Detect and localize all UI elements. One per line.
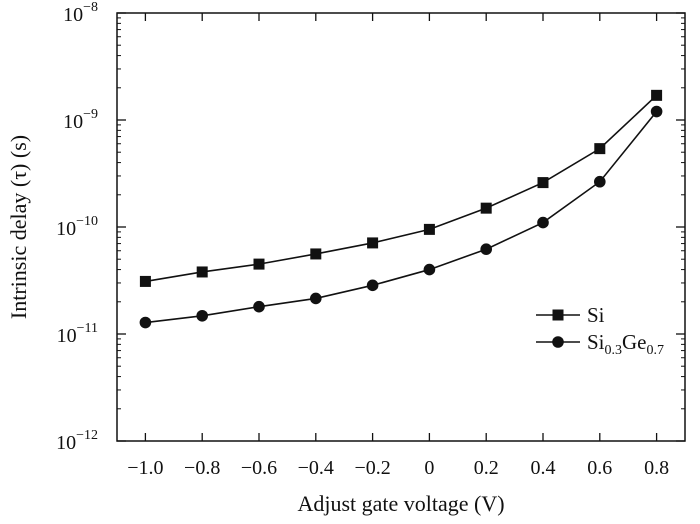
- data-point: [253, 300, 265, 313]
- data-point: [651, 89, 663, 101]
- data-point: [594, 175, 606, 188]
- x-axis-ticks: −1.0 −0.8 −0.6 −0.4 −0.2 0 0.2 0.4 0.6 0.8: [127, 13, 669, 479]
- x-tick-label: 0.6: [587, 457, 612, 479]
- x-axis-title: Adjust gate voltage (V): [297, 491, 504, 516]
- data-point: [366, 279, 379, 292]
- series-si0-3ge0-7: [139, 105, 663, 329]
- x-tick-label: 0.8: [644, 457, 669, 479]
- series-line: [145, 111, 658, 324]
- legend-label: Si: [587, 303, 605, 327]
- x-tick-label: 0.4: [531, 457, 556, 479]
- x-tick-label: −0.8: [184, 457, 220, 479]
- data-point: [253, 258, 265, 270]
- series-layer: [139, 89, 663, 329]
- series-si: [139, 89, 663, 287]
- data-point: [196, 266, 208, 278]
- data-point: [139, 316, 152, 329]
- data-point: [196, 309, 208, 322]
- x-tick-label: −0.2: [354, 457, 390, 479]
- data-point: [537, 177, 549, 189]
- y-axis-ticks: 10−12 10−11 10−10 10−9 10−8: [56, 0, 685, 454]
- series-line: [145, 94, 658, 283]
- data-point: [423, 223, 435, 235]
- y-tick-label: 10−8: [63, 0, 98, 26]
- legend-marker: [552, 336, 564, 348]
- legend: Si Si0.3Ge0.7: [536, 303, 664, 358]
- y-tick-label: 10−12: [56, 428, 98, 454]
- x-tick-label: −0.4: [298, 457, 334, 479]
- legend-marker: [552, 309, 564, 321]
- x-tick-label: 0: [424, 457, 434, 479]
- plot-axes: [116, 12, 686, 442]
- data-point: [139, 275, 151, 287]
- y-tick-label: 10−10: [56, 214, 98, 240]
- data-point: [310, 292, 322, 305]
- x-tick-label: −0.6: [241, 457, 277, 479]
- legend-label: Si0.3Ge0.7: [587, 330, 664, 358]
- y-tick-label: 10−11: [57, 321, 98, 347]
- y-axis-title: Intrinsic delay (τ) (s): [6, 135, 31, 319]
- data-point: [480, 202, 492, 214]
- data-point: [367, 237, 379, 249]
- data-point: [650, 105, 663, 118]
- x-tick-label: −1.0: [127, 457, 163, 479]
- data-point: [594, 143, 606, 155]
- data-point: [310, 248, 322, 260]
- y-tick-label: 10−9: [63, 107, 98, 133]
- data-point: [480, 243, 493, 256]
- data-point: [423, 263, 436, 276]
- plot-frame: [116, 12, 686, 442]
- x-tick-label: 0.2: [474, 457, 499, 479]
- data-point: [537, 216, 549, 229]
